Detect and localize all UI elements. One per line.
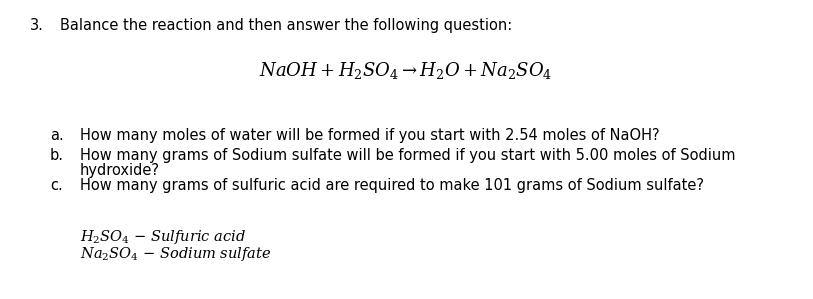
Text: How many grams of sulfuric acid are required to make 101 grams of Sodium sulfate: How many grams of sulfuric acid are requ… bbox=[80, 178, 704, 193]
Text: c.: c. bbox=[50, 178, 63, 193]
Text: a.: a. bbox=[50, 128, 63, 143]
Text: How many moles of water will be formed if you start with 2.54 moles of NaOH?: How many moles of water will be formed i… bbox=[80, 128, 659, 143]
Text: hydroxide?: hydroxide? bbox=[80, 163, 160, 178]
Text: How many grams of Sodium sulfate will be formed if you start with 5.00 moles of : How many grams of Sodium sulfate will be… bbox=[80, 148, 736, 163]
Text: $\mathit{Na_2SO_4}$ $-$ $\mathit{Sodium\ sulfate}$: $\mathit{Na_2SO_4}$ $-$ $\mathit{Sodium\… bbox=[80, 245, 272, 263]
Text: Balance the reaction and then answer the following question:: Balance the reaction and then answer the… bbox=[60, 18, 512, 33]
Text: $NaOH + H_2SO_4 \rightarrow H_2O + Na_2SO_4$: $NaOH + H_2SO_4 \rightarrow H_2O + Na_2S… bbox=[259, 60, 553, 81]
Text: b.: b. bbox=[50, 148, 64, 163]
Text: 3.: 3. bbox=[30, 18, 44, 33]
Text: $\mathit{H_2SO_4}$ $-$ $\mathit{Sulfuric\ acid}$: $\mathit{H_2SO_4}$ $-$ $\mathit{Sulfuric… bbox=[80, 228, 246, 246]
